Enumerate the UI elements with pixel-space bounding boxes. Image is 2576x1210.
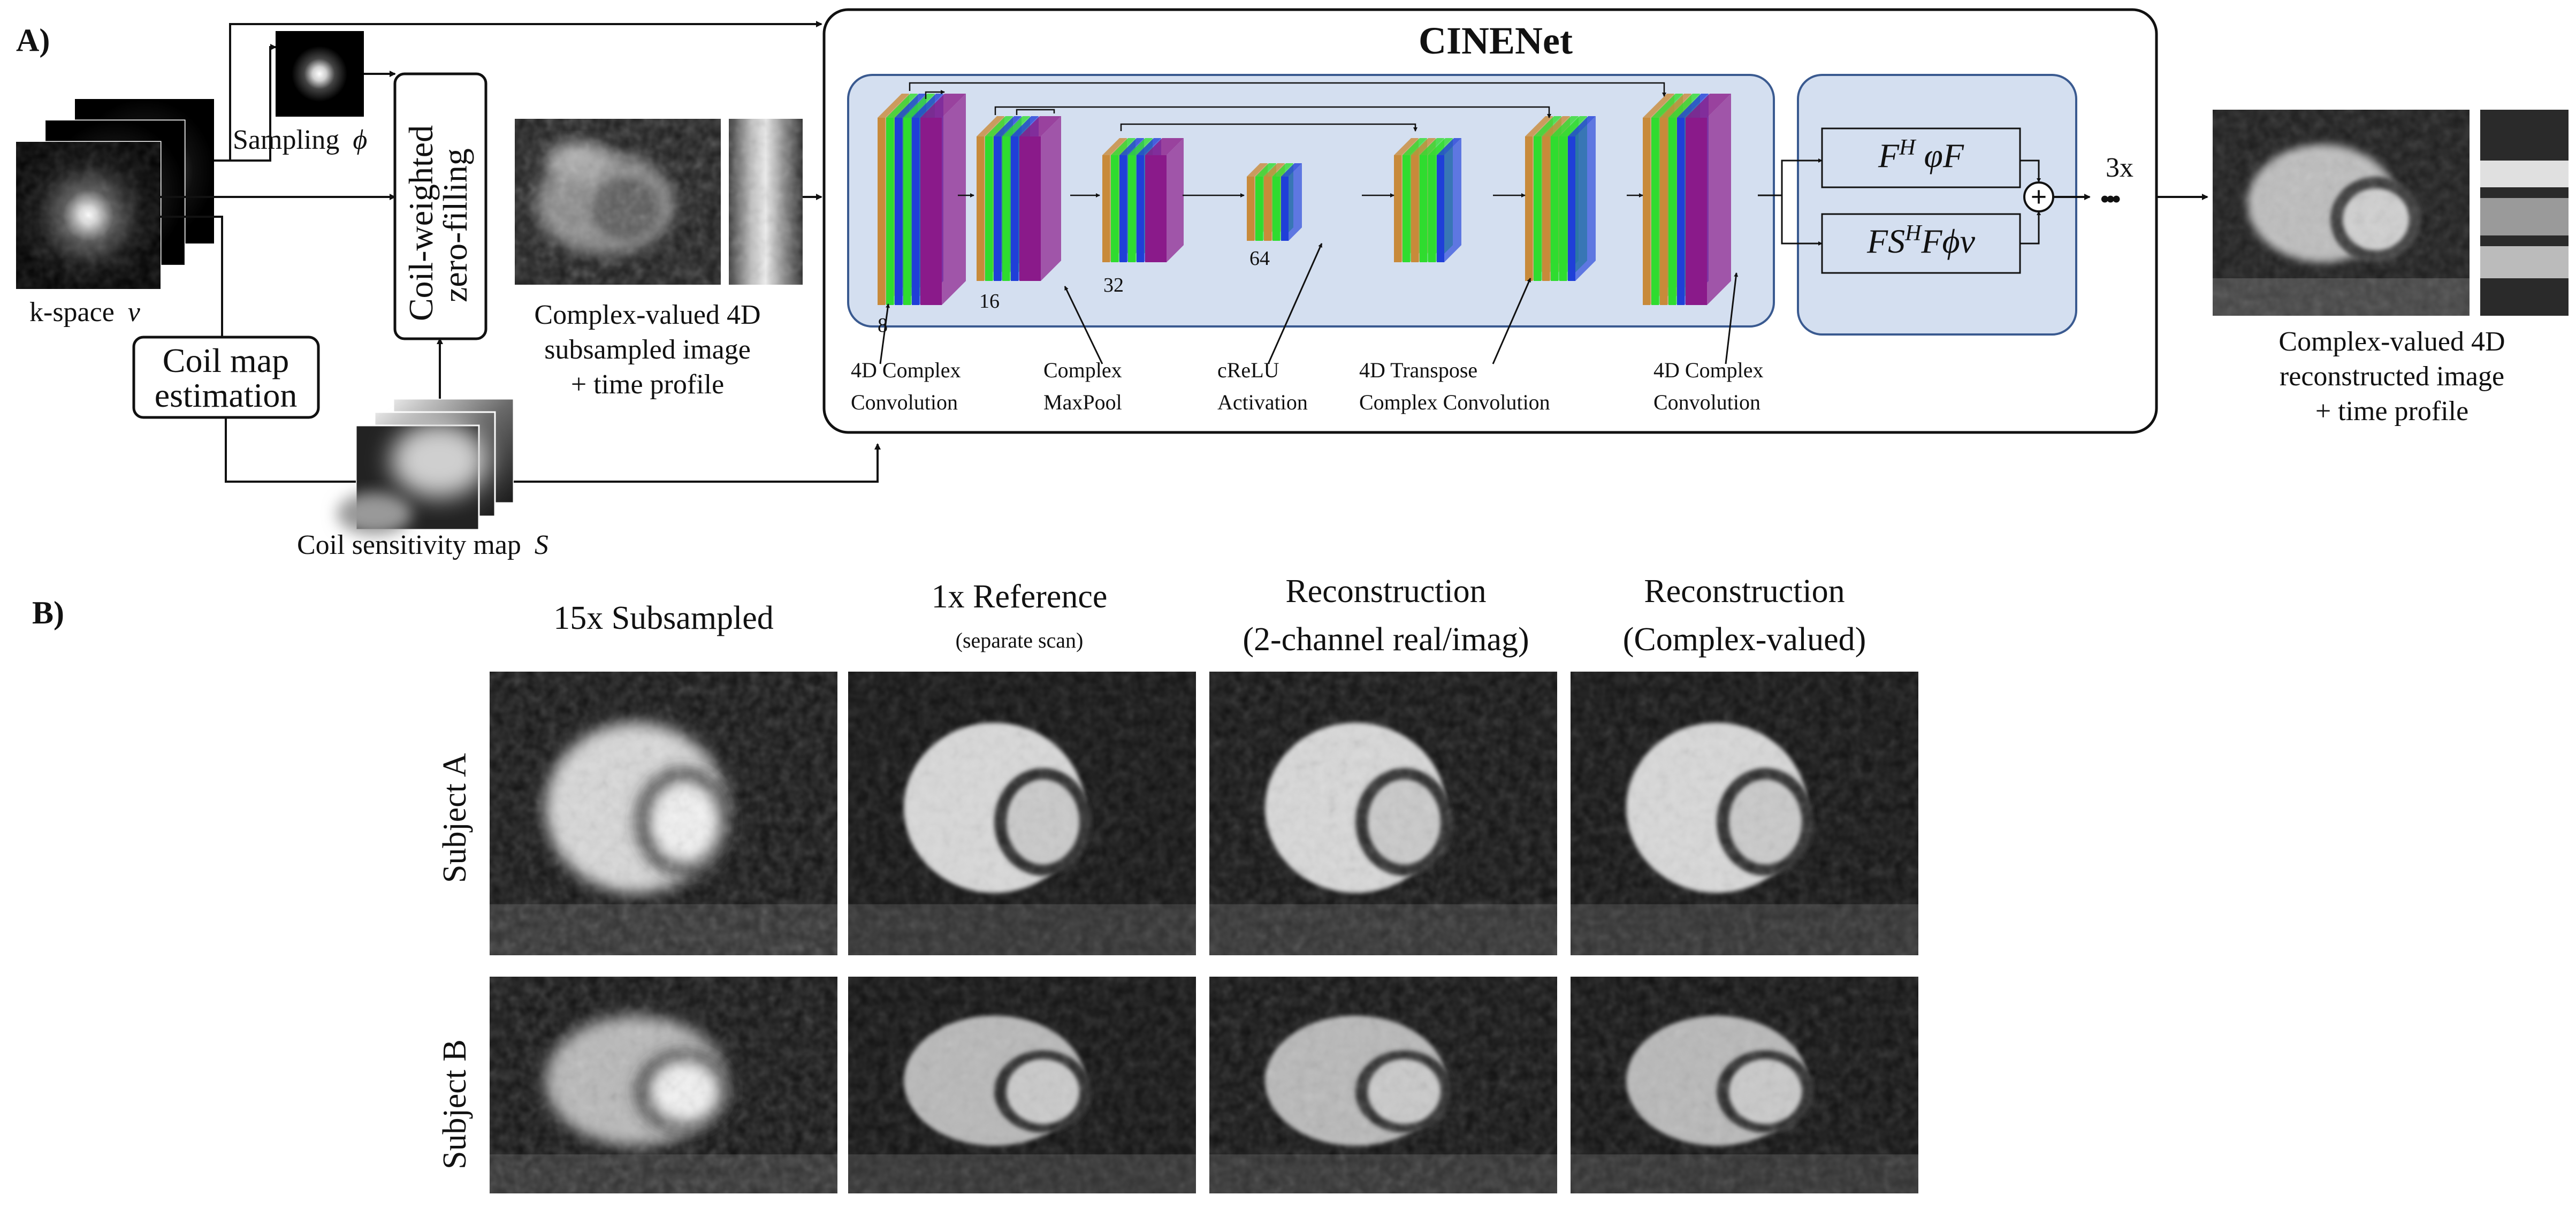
iteration-dots: ••• <box>2100 185 2120 214</box>
network-layers <box>878 94 1731 305</box>
channel-label-64: 64 <box>1249 247 1270 270</box>
panel-a-label: A) <box>16 22 50 58</box>
dc-top-formula: FH φF <box>1878 135 1964 174</box>
zero-filling-line1: Coil-weighted <box>402 125 440 321</box>
layer-label-maxpool-line2: MaxPool <box>1043 390 1122 414</box>
kspace-symbol: ν <box>128 297 141 328</box>
skip-connections <box>909 82 1666 132</box>
mri-image-r1-c3 <box>1209 672 1557 955</box>
kspace-stack <box>15 99 214 290</box>
reconstructed-caption-line1: Complex-valued 4D <box>2278 326 2505 357</box>
enc1-slab-5 <box>920 94 966 305</box>
column-title-2: 1x Reference <box>932 579 1108 615</box>
coil-sensitivity-label: Coil sensitivity map S <box>297 530 548 560</box>
mri-image-r1-c4 <box>1571 672 1918 955</box>
column-titles: 15x Subsampled 1x Reference (separate sc… <box>553 573 1866 658</box>
layer-label-crelu-line1: cReLU <box>1217 358 1279 382</box>
mri-image-r2-c1 <box>490 977 837 1193</box>
layer-annotation-arrows <box>879 243 1739 364</box>
sampling-symbol: ϕ <box>353 125 367 155</box>
dec1-slab-5 <box>1686 94 1731 305</box>
enc3-slab-5 <box>1145 138 1184 262</box>
cinenet-title: CINENet <box>1419 19 1573 62</box>
mri-image-r1-c2 <box>848 672 1196 955</box>
subsampled-caption-line2: subsampled image <box>544 334 751 365</box>
column-title-1: 15x Subsampled <box>553 600 774 636</box>
layer-label-final-conv-line1: 4D Complex <box>1653 358 1764 382</box>
layer-label-transpose-line2: Complex Convolution <box>1359 390 1550 414</box>
dc-connectors <box>1758 158 2041 246</box>
channel-label-16: 16 <box>979 290 1000 313</box>
mri-image-r2-c2 <box>848 977 1196 1193</box>
bottleneck-slab-4 <box>1281 163 1302 241</box>
input-connectors <box>161 21 881 483</box>
subsampled-time-profile <box>729 119 803 285</box>
layer-label-crelu-line2: Activation <box>1217 390 1308 414</box>
row-label-subject-b: Subject B <box>437 1039 473 1169</box>
image-grid <box>490 672 1918 1193</box>
column-subtitle-2: (separate scan) <box>956 628 1084 652</box>
coil-sensitivity-stack <box>337 398 515 535</box>
column-subtitle-3: (2-channel real/imag) <box>1243 621 1529 658</box>
column-title-4: Reconstruction <box>1644 573 1845 610</box>
row-label-subject-a: Subject A <box>437 753 473 883</box>
iterations-label: 3x <box>2106 153 2133 183</box>
column-title-3: Reconstruction <box>1285 573 1486 610</box>
kspace-label: k-space ν <box>29 297 141 328</box>
sum-symbol: + <box>2031 181 2047 213</box>
enc2-slab-5 <box>1019 116 1061 281</box>
subsampled-caption-line1: Complex-valued 4D <box>534 300 760 330</box>
dc-top-box <box>1821 127 2021 188</box>
mri-image-r1-c1 <box>490 672 837 955</box>
dc-bottom-formula: FSHFϕν <box>1866 221 1976 260</box>
coil-map-line2: estimation <box>155 376 298 414</box>
reconstructed-image <box>2213 110 2470 316</box>
dec3-slab-5 <box>1437 138 1461 262</box>
layer-label-transpose-line1: 4D Transpose <box>1359 358 1477 382</box>
layer-label-conv-line1: 4D Complex <box>851 358 961 382</box>
dc-bottom-box <box>1821 213 2021 274</box>
subsampled-caption-line3: + time profile <box>571 369 724 400</box>
layer-label-maxpool-line1: Complex <box>1043 358 1122 382</box>
reconstructed-caption-line2: reconstructed image <box>2280 361 2504 392</box>
panel-b-label: B) <box>32 595 64 630</box>
column-subtitle-4: (Complex-valued) <box>1623 621 1866 658</box>
reconstructed-time-profile <box>2480 110 2569 316</box>
channel-label-32: 32 <box>1103 274 1124 296</box>
mri-image-r2-c3 <box>1209 977 1557 1193</box>
coil-sensitivity-symbol: S <box>535 530 548 560</box>
dec2-slab-5 <box>1568 116 1596 281</box>
layer-label-final-conv-line2: Convolution <box>1653 390 1760 414</box>
sampling-label: Sampling ϕ <box>233 125 367 155</box>
subsampled-image <box>515 119 721 285</box>
mri-image-r2-c4 <box>1571 977 1918 1193</box>
layer-label-conv-line2: Convolution <box>851 390 958 414</box>
coil-map-line1: Coil map <box>163 341 289 379</box>
zero-filling-line2: zero-filling <box>436 148 474 302</box>
reconstructed-caption-line3: + time profile <box>2315 396 2468 427</box>
